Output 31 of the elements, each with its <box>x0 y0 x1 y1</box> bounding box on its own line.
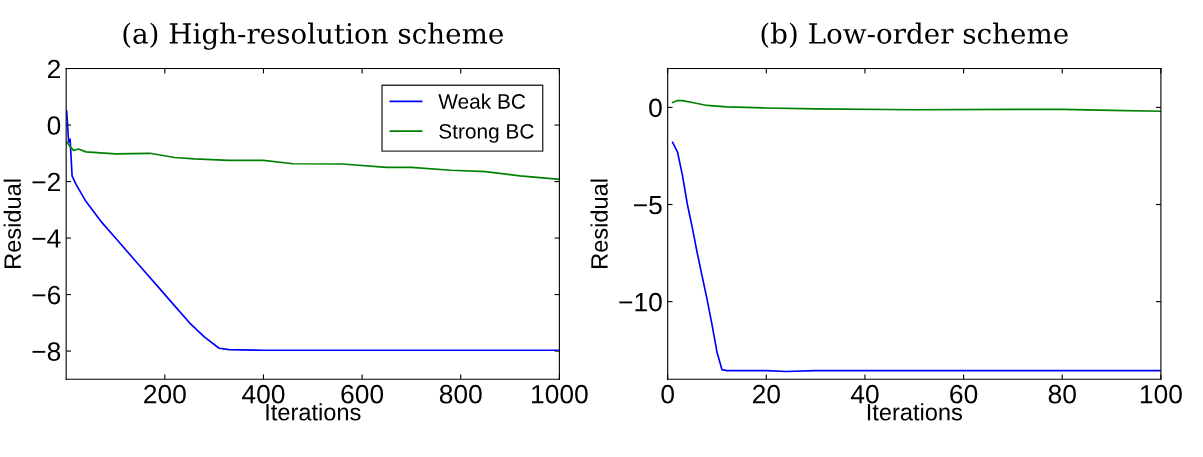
y-tick-label: 2 <box>47 59 60 79</box>
y-tick-label: 0 <box>47 116 61 135</box>
x-tick-label: 600 <box>341 384 384 404</box>
x-tick-label: 60 <box>950 384 978 404</box>
line-series <box>66 141 560 181</box>
x-tick-label: 400 <box>242 384 285 404</box>
x-axis-title: Iterations <box>867 403 962 421</box>
x-tick-label: 80 <box>1048 384 1076 404</box>
chart-title: (b) Low-order scheme <box>761 22 1068 48</box>
x-tick-label: 20 <box>752 384 780 404</box>
y-tick-label: −6 <box>32 285 61 305</box>
y-tick-label: −5 <box>634 195 662 215</box>
y-axis-title: Residual <box>590 179 608 268</box>
y-tick-label: 0 <box>649 98 662 118</box>
line-series <box>671 99 1161 113</box>
y-tick-label: −8 <box>32 342 61 361</box>
x-tick-label: 40 <box>850 384 879 404</box>
y-tick-label: −2 <box>32 172 60 192</box>
x-tick-label: 1000 <box>532 384 588 404</box>
y-tick-label: −10 <box>619 292 662 312</box>
y-tick-label: −4 <box>32 229 61 248</box>
x-tick-label: 100 <box>1140 384 1182 404</box>
y-axis-title: Residual <box>3 179 21 268</box>
line-series <box>66 110 560 352</box>
x-tick-label: 800 <box>439 384 482 404</box>
legend-label: Weak BC <box>438 93 526 109</box>
chart-title: (a) High-resolution scheme <box>123 22 503 50</box>
line-series <box>671 141 1161 373</box>
legend-label: Strong BC <box>439 123 534 143</box>
x-tick-label: 200 <box>144 384 186 404</box>
x-axis-title: Iterations <box>266 403 361 421</box>
